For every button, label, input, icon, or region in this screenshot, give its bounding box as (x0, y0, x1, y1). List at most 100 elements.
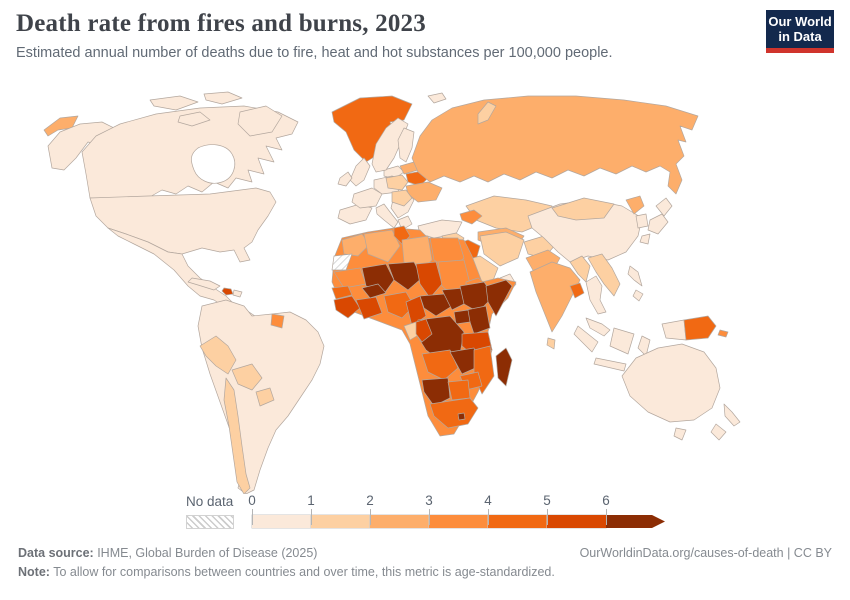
map-region-uk[interactable] (349, 157, 371, 187)
map-region-guyana[interactable] (270, 313, 285, 329)
legend-bin[interactable] (252, 515, 311, 528)
map-region-cote-divoire[interactable] (355, 296, 383, 320)
legend-tick-label: 6 (602, 493, 610, 508)
map-region-lesotho[interactable] (457, 412, 466, 421)
page-subtitle: Estimated annual number of deaths due to… (16, 45, 613, 61)
legend-tick-mark (429, 509, 430, 525)
legend-tick-label: 4 (484, 493, 492, 508)
map-region-thailand[interactable] (585, 275, 607, 315)
map-region-morocco[interactable] (341, 233, 371, 257)
owid-logo-box: Our World in Data (766, 10, 834, 48)
map-region-arctic-islands[interactable] (149, 91, 243, 127)
map-legend: No data 0 1 2 3 4 5 6 (0, 493, 850, 537)
legend-bins (252, 515, 665, 528)
legend-tick-label: 3 (425, 493, 433, 508)
note-label: Note: (18, 565, 50, 580)
map-region-somalia[interactable] (485, 279, 513, 317)
map-region-papua-new-guinea[interactable] (683, 315, 717, 341)
map-region-australia[interactable] (621, 343, 721, 423)
map-region-niger[interactable] (387, 261, 423, 291)
legend-tick-label: 0 (248, 493, 256, 508)
map-region-central-african-republic[interactable] (419, 293, 453, 317)
map-region-japan[interactable] (639, 197, 673, 245)
map-region-novaya-zemlya[interactable] (477, 101, 497, 125)
map-region-uganda[interactable] (453, 309, 471, 325)
legend-no-data: No data (186, 493, 236, 529)
map-region-tasmania[interactable] (673, 427, 687, 441)
map-region-north-korea[interactable] (625, 195, 645, 215)
map-region-chad[interactable] (415, 261, 443, 299)
map-region-italy[interactable] (375, 203, 399, 229)
legend-bin[interactable] (429, 515, 488, 528)
note-text: To allow for comparisons between countri… (49, 565, 555, 580)
map-region-iran[interactable] (479, 231, 525, 267)
legend-tick-mark (606, 509, 607, 525)
map-region-myanmar[interactable] (569, 255, 591, 283)
map-region-madagascar[interactable] (495, 347, 513, 387)
no-data-swatch[interactable] (186, 515, 234, 529)
map-region-angola[interactable] (421, 349, 459, 381)
map-region-malaysia[interactable] (585, 317, 611, 337)
owid-logo-line1: Our World (768, 14, 832, 29)
legend-tick-label: 1 (307, 493, 315, 508)
map-region-laos-vietnam[interactable] (587, 253, 621, 297)
map-region-russia[interactable] (411, 95, 699, 195)
owid-logo[interactable]: Our World in Data (766, 10, 834, 53)
map-region-bolivia[interactable] (231, 363, 263, 391)
map-region-algeria[interactable] (363, 229, 401, 263)
map-region-romania[interactable] (391, 189, 413, 207)
world-choropleth-map (30, 86, 820, 495)
map-region-mongolia[interactable] (551, 197, 615, 221)
map-region-cameroon[interactable] (405, 295, 427, 327)
legend-bin[interactable] (311, 515, 370, 528)
data-source-text: IHME, Global Burden of Disease (2025) (93, 546, 318, 560)
map-region-india[interactable] (529, 261, 581, 333)
map-region-bangladesh[interactable] (569, 282, 585, 299)
map-region-guinea[interactable] (333, 295, 361, 319)
map-region-new-zealand[interactable] (710, 403, 741, 441)
map-region-usa[interactable] (89, 187, 277, 263)
owid-logo-line2: in Data (778, 29, 822, 44)
map-region-ethiopia[interactable] (459, 281, 495, 313)
owid-link[interactable]: OurWorldinData.org/causes-of-death | CC … (579, 546, 832, 560)
map-region-finland[interactable] (397, 127, 415, 163)
legend-bin[interactable] (488, 515, 547, 528)
map-region-paraguay[interactable] (255, 387, 275, 407)
map-region-senegal[interactable] (331, 285, 353, 300)
map-region-baffin[interactable] (237, 105, 283, 137)
legend-tick-label: 2 (366, 493, 374, 508)
legend-tick-mark (252, 509, 253, 525)
map-region-philippines[interactable] (627, 265, 644, 302)
map-region-nigeria[interactable] (383, 291, 415, 319)
map-region-burkina-faso[interactable] (361, 283, 387, 299)
map-region-congo[interactable] (415, 318, 433, 343)
map-region-cuba[interactable] (187, 277, 221, 291)
map-region-sri-lanka[interactable] (546, 337, 556, 350)
map-region-caucasus[interactable] (459, 209, 483, 225)
map-region-peru[interactable] (199, 335, 237, 375)
map-region-botswana[interactable] (447, 379, 471, 401)
map-region-kenya[interactable] (465, 305, 491, 335)
legend-bin[interactable] (370, 515, 429, 528)
data-source-label: Data source: (18, 546, 94, 560)
map-region-chile[interactable] (223, 377, 251, 495)
legend-scale: 0 1 2 3 4 5 6 (248, 493, 692, 533)
map-region-south-korea[interactable] (635, 213, 649, 229)
legend-tick-label: 5 (543, 493, 551, 508)
map-region-south-africa[interactable] (429, 397, 479, 429)
map-region-haiti[interactable] (221, 287, 234, 296)
map-region-france[interactable] (351, 187, 383, 209)
map-region-ireland[interactable] (337, 171, 353, 187)
note-line: Note: To allow for comparisons between c… (18, 565, 555, 579)
map-region-svalbard[interactable] (427, 92, 447, 104)
map-region-indonesia[interactable] (573, 319, 687, 372)
hudson-bay (191, 144, 236, 184)
map-region-dominican-republic[interactable] (232, 289, 243, 298)
legend-tick-mark (488, 509, 489, 525)
legend-bin[interactable] (547, 515, 606, 528)
legend-bin[interactable] (606, 515, 665, 528)
map-region-solomon-islands[interactable] (717, 329, 729, 338)
map-region-poland[interactable] (385, 174, 409, 191)
chart-header: Death rate from fires and burns, 2023 Es… (16, 10, 750, 61)
page-title: Death rate from fires and burns, 2023 (16, 10, 426, 37)
